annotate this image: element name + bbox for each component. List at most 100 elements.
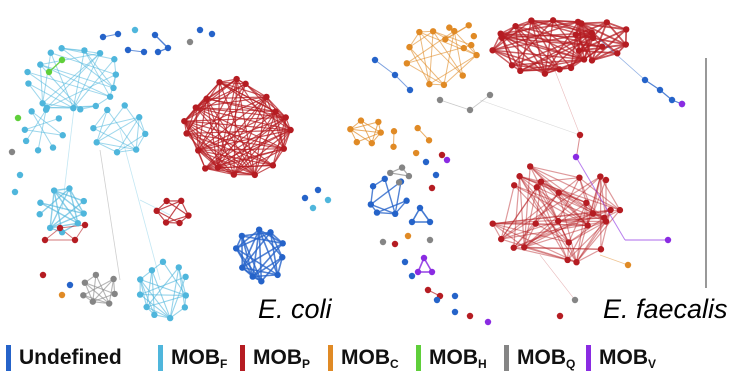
network-edge [519, 175, 589, 226]
network-edge [197, 149, 235, 176]
network-node [11, 188, 19, 196]
network-node [233, 75, 240, 83]
network-edge [241, 242, 284, 269]
network-edge [479, 99, 581, 136]
network-node [114, 30, 122, 38]
network-edge [557, 177, 580, 222]
network-edge [31, 110, 64, 136]
network-node [395, 179, 403, 186]
network-edge [523, 212, 594, 248]
network-edge [184, 120, 274, 166]
network-node [151, 31, 159, 39]
network-node [164, 44, 172, 52]
network-edge [219, 81, 246, 85]
network-edge [469, 94, 491, 111]
network-edge [553, 19, 579, 23]
network-edge [540, 181, 589, 226]
network-node [183, 130, 190, 137]
network-node [624, 261, 632, 269]
network-node [55, 115, 63, 122]
network-edge [523, 220, 559, 248]
network-node [425, 137, 433, 144]
network-edge [68, 188, 85, 214]
network-node [404, 232, 412, 240]
network-node [377, 129, 384, 136]
legend-label: Undefined [19, 345, 122, 369]
network-edge [523, 166, 531, 248]
network-edge [518, 176, 525, 248]
network-node [422, 158, 430, 166]
network-edge [443, 30, 455, 85]
network-edge [535, 223, 570, 243]
network-node [391, 210, 399, 218]
network-node [162, 219, 170, 226]
network-edge [95, 274, 110, 304]
network-node [390, 143, 397, 150]
network-edge [61, 47, 114, 89]
network-edge [233, 111, 277, 175]
network-node [426, 80, 433, 88]
network-node [578, 20, 585, 27]
network-node [258, 278, 265, 285]
network-node [391, 71, 399, 79]
network-edge [195, 106, 276, 113]
network-edge [59, 224, 86, 229]
network-node [142, 130, 149, 138]
network-node [516, 173, 523, 180]
network-edge [119, 129, 161, 281]
network-node [255, 226, 263, 233]
network-edge [53, 190, 79, 224]
network-node [263, 93, 270, 101]
network-edge [72, 58, 115, 109]
network-node [214, 164, 222, 171]
network-edge [24, 117, 60, 131]
network-node [178, 197, 185, 205]
network-edge [184, 120, 291, 131]
network-edge [523, 202, 587, 248]
network-edge [252, 242, 284, 278]
network-node [176, 219, 183, 227]
network-edge [195, 96, 267, 109]
network-node [451, 292, 459, 300]
network-edge [265, 96, 285, 149]
network-node [390, 128, 398, 135]
network-edge [184, 116, 286, 122]
legend-item-undefined: Undefined [6, 340, 122, 376]
network-node [668, 96, 676, 104]
network-node [484, 318, 492, 326]
network-edge [492, 49, 513, 66]
network-node [489, 47, 496, 54]
network-edge [46, 74, 117, 109]
network-node [521, 244, 528, 251]
network-node [80, 210, 87, 217]
network-edge [72, 52, 101, 109]
network-node [159, 258, 167, 266]
network-node [137, 276, 144, 283]
network-edge [49, 190, 55, 228]
network-edge [568, 202, 587, 243]
network-node [533, 184, 541, 191]
network-node [96, 49, 104, 57]
network-edge [492, 223, 525, 248]
network-edge [501, 37, 521, 72]
network-node [517, 67, 524, 75]
network-node [512, 22, 519, 30]
network-edge [42, 102, 74, 109]
network-node [8, 148, 16, 156]
network-node [21, 126, 29, 133]
network-node [602, 176, 610, 184]
network-edge [492, 19, 532, 51]
network-edge [568, 221, 607, 243]
network-node [573, 259, 580, 266]
network-edge [53, 189, 85, 215]
network-edge [394, 74, 411, 91]
network-node [14, 114, 22, 122]
network-node [25, 80, 32, 87]
network-node [589, 210, 597, 217]
network-node [24, 68, 31, 76]
network-node [274, 271, 281, 279]
network-node [153, 207, 160, 215]
network-node [148, 267, 156, 274]
network-edge [535, 181, 542, 224]
network-edge [580, 22, 627, 46]
